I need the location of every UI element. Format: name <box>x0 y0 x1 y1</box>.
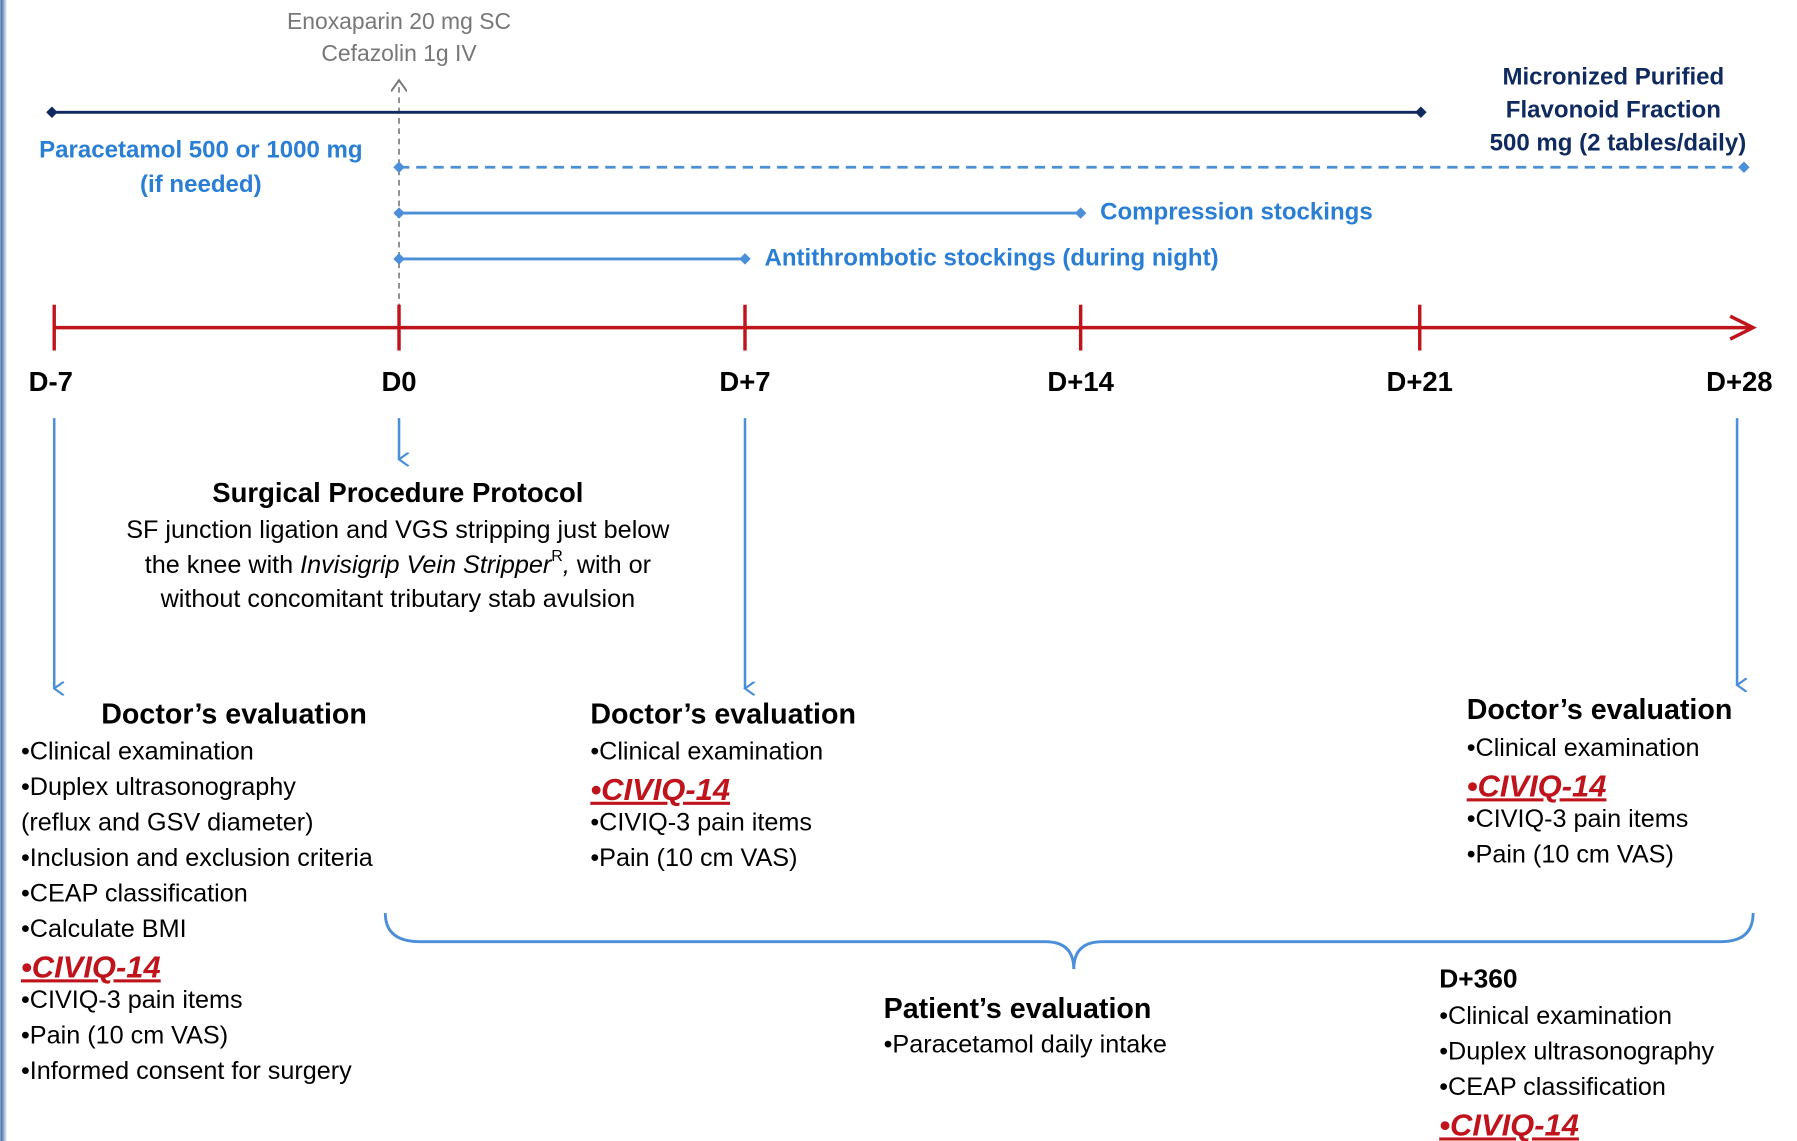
text-run: the knee with <box>145 551 300 579</box>
surgical-line: the knee with Invisigrip Vein StripperR,… <box>145 547 651 579</box>
timeline-label: D+14 <box>1047 366 1114 397</box>
evaluation-title: Doctor’s evaluation <box>1467 694 1733 726</box>
timeline-label: D+28 <box>1706 366 1772 397</box>
emphasis-item: •CIVIQ-14 <box>1467 768 1607 803</box>
mpff-label: 500 mg (2 tables/daily) <box>1490 130 1747 157</box>
evaluation-item: •Clinical examination <box>590 737 823 765</box>
text-run: , <box>563 551 570 579</box>
evaluation-item: (reflux and GSV diameter) <box>21 808 314 836</box>
paracetamol-label: (if needed) <box>140 171 262 198</box>
evaluation-title: Doctor’s evaluation <box>101 699 367 731</box>
evaluation-item: •CIVIQ-3 pain items <box>590 808 812 836</box>
evaluation-item: •Duplex ultrasonography <box>21 773 296 801</box>
mpff-label: Flavonoid Fraction <box>1506 96 1721 123</box>
text-run: with or <box>570 551 651 579</box>
evaluation-item: •CEAP classification <box>1439 1073 1666 1101</box>
note: Enoxaparin 20 mg SC <box>287 8 511 34</box>
text-run: Invisigrip Vein Stripper <box>300 551 553 579</box>
edge <box>0 0 8 1141</box>
evaluation-item: •Clinical examination <box>1439 1002 1672 1030</box>
evaluation-item: •Informed consent for surgery <box>21 1057 352 1085</box>
evaluation-item: •Clinical examination <box>21 737 254 765</box>
antithrombotic-label: Antithrombotic stockings (during night) <box>764 244 1218 271</box>
evaluation-item: •Duplex ultrasonography <box>1439 1037 1714 1065</box>
timeline <box>52 304 1757 351</box>
evaluation-title: Doctor’s evaluation <box>590 699 856 731</box>
timeline-label: D+21 <box>1386 366 1452 397</box>
emphasis-item: •CIVIQ-14 <box>590 772 730 807</box>
evaluation-item: •Clinical examination <box>1467 734 1700 762</box>
down-arrows <box>54 418 1755 970</box>
surgical-line: without concomitant tributary stab avuls… <box>160 585 636 613</box>
note: Cefazolin 1g IV <box>321 40 477 66</box>
evaluation-item: •Pain (10 cm VAS) <box>21 1021 228 1049</box>
surgical-title: Surgical Procedure Protocol <box>212 477 583 508</box>
evaluation-item: •Paracetamol daily intake <box>884 1031 1167 1059</box>
evaluation-item: •Pain (10 cm VAS) <box>1467 840 1674 868</box>
timeline-label: D0 <box>381 366 416 397</box>
evaluation-item: •CIVIQ-3 pain items <box>1467 805 1689 833</box>
timeline-label: D+7 <box>719 366 770 397</box>
evaluation-title: Patient’s evaluation <box>884 993 1152 1025</box>
emphasis-item: •CIVIQ-14 <box>1439 1107 1579 1141</box>
evaluation-item: •Calculate BMI <box>21 915 187 943</box>
evaluation-item: •Inclusion and exclusion criteria <box>21 844 374 872</box>
mpff-label: Micronized Purified <box>1502 63 1724 90</box>
evaluation-item: •Pain (10 cm VAS) <box>590 844 797 872</box>
evaluation-item: •CEAP classification <box>21 879 248 907</box>
evaluation-title: D+360 <box>1439 964 1517 994</box>
compression-label: Compression stockings <box>1100 198 1373 225</box>
evaluation-item: •CIVIQ-3 pain items <box>21 986 243 1014</box>
surgical-line: SF junction ligation and VGS stripping j… <box>126 516 670 544</box>
paracetamol-label: Paracetamol 500 or 1000 mg <box>39 137 362 164</box>
text-run: R <box>551 547 563 565</box>
timeline-label: D-7 <box>29 366 73 397</box>
emphasis-item: •CIVIQ-14 <box>21 949 161 984</box>
